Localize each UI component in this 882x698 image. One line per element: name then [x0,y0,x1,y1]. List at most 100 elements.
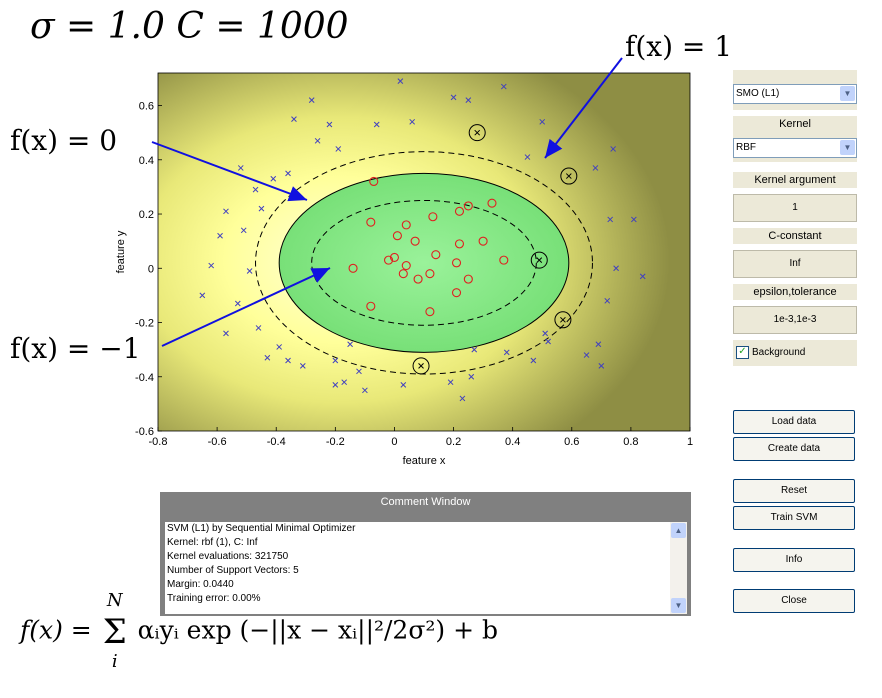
background-label: Background [752,347,806,359]
support-vector-marker [530,251,548,269]
chevron-down-icon[interactable]: ▼ [840,86,855,101]
class-cross-point [308,97,315,103]
class-cross-point [326,121,333,128]
class-cross-point [264,354,271,361]
kernel-select-value: RBF [736,142,756,153]
support-vector-point [474,129,481,136]
class-cross-point [356,368,362,375]
annotation-f-zero: f(x) = 0 [10,124,118,157]
class-cross-point [503,349,510,356]
x-tick-label: 0.8 [623,436,638,448]
class-cross-point [291,116,297,122]
class-circle-point [425,307,435,317]
formula-rhs: αᵢyᵢ exp (−||x − xᵢ||²/2σ²) + b [137,615,499,645]
chevron-down-icon[interactable]: ▼ [840,140,855,155]
class-circle-point [425,269,435,279]
class-cross-point [468,373,475,380]
comment-line: SVM (L1) by Sequential Minimal Optimizer [167,523,356,534]
class-cross-point [524,154,531,160]
formula-lhs: f(x) = [20,615,92,645]
class-cross-point [583,352,590,358]
x-tick-label: -0.2 [326,436,345,448]
comment-window-title: Comment Window [380,496,471,508]
class-circle-point [454,206,465,216]
class-cross-point [362,387,368,394]
decision-function-formula: f(x) = N Σ i αᵢyᵢ exp (−||x − xᵢ||²/2σ²)… [20,590,499,672]
class-cross-point [285,357,291,364]
c-constant-field[interactable]: Inf [733,250,857,278]
class-circle-point [413,274,423,284]
class-circle-point [487,198,497,208]
class-cross-point [607,216,614,223]
y-tick-label: 0.6 [139,101,154,113]
class-cross-point [471,346,478,353]
class-circle-point [454,239,465,249]
plot-border [157,72,691,432]
class-circle-point [478,236,488,246]
comment-line: Kernel: rbf (1), C: Inf [167,537,258,548]
class-circle-point [366,301,376,311]
class-cross-point [347,341,353,348]
class-cross-point [542,330,549,337]
class-circle-point [451,288,462,298]
class-cross-point [613,265,619,272]
y-tick-label: -0.2 [135,318,154,330]
check-icon[interactable]: ✓ [736,346,749,359]
y-tick-label: 0.2 [139,209,154,221]
class-circle-point [451,258,462,268]
class-cross-point [409,118,416,125]
class-cross-point [639,273,646,280]
support-vector-marker [412,357,430,375]
train-svm-button[interactable]: Train SVM [733,506,855,530]
comment-line: Training error: 0.00% [167,593,261,604]
algorithm-select[interactable]: SMO (L1) ▼ [733,84,857,104]
sum-lower-limit: i [111,651,118,672]
scroll-down-icon[interactable]: ▼ [671,598,686,613]
x-tick-label: -0.4 [267,436,286,448]
x-axis-label: feature x [403,455,446,467]
epsilon-field[interactable]: 1e-3,1e-3 [733,306,857,334]
class-circle-point [463,201,473,211]
close-button[interactable]: Close [733,589,855,613]
scroll-up-icon[interactable]: ▲ [671,523,686,538]
kernel-arg-field[interactable]: 1 [733,194,857,222]
class-circle-point [463,274,473,284]
comment-window: Comment Window SVM (L1) by Sequential Mi… [160,492,691,616]
algorithm-select-value: SMO (L1) [736,88,780,99]
class-circle-point [383,255,394,265]
kernel-select[interactable]: RBF ▼ [733,138,857,158]
create-data-button[interactable]: Create data [733,437,855,461]
support-vector-point [418,363,424,369]
reset-button[interactable]: Reset [733,479,855,503]
class-cross-point [223,208,229,215]
class-cross-point [258,205,265,212]
load-data-button[interactable]: Load data [733,410,855,434]
class-cross-point [332,382,339,388]
info-button[interactable]: Info [733,548,855,572]
y-tick-label: 0 [148,263,154,275]
comment-window-body[interactable]: SVM (L1) by Sequential Minimal Optimizer… [165,522,670,614]
title-sigma: σ = 1.0 [30,6,165,47]
class-cross-point [592,165,599,171]
class-cross-point [217,232,223,239]
class-circle-point [369,176,379,187]
x-tick-label: -0.8 [149,436,168,448]
class-cross-point [630,216,637,223]
annotation-f-minus-one: f(x) = −1 [10,332,141,365]
class-circle-point [401,220,411,230]
c-constant-label: C-constant [733,228,857,244]
x-tick-label: 1 [687,436,693,448]
support-vector-point [565,173,572,179]
class-circle-point [366,217,376,227]
support-vector-marker [560,167,578,185]
class-cross-point [240,227,247,234]
y-tick-label: -0.6 [135,426,154,438]
class-cross-point [335,146,342,152]
comment-scrollbar[interactable]: ▲ ▼ [670,522,687,614]
x-tick-label: 0.2 [446,436,461,448]
support-vector-point [560,316,566,323]
annotation-f-one: f(x) = 1 [625,30,733,63]
background-checkbox[interactable]: ✓ Background [736,346,805,359]
class-cross-point [447,379,454,386]
sum-upper-limit: N [106,590,123,611]
